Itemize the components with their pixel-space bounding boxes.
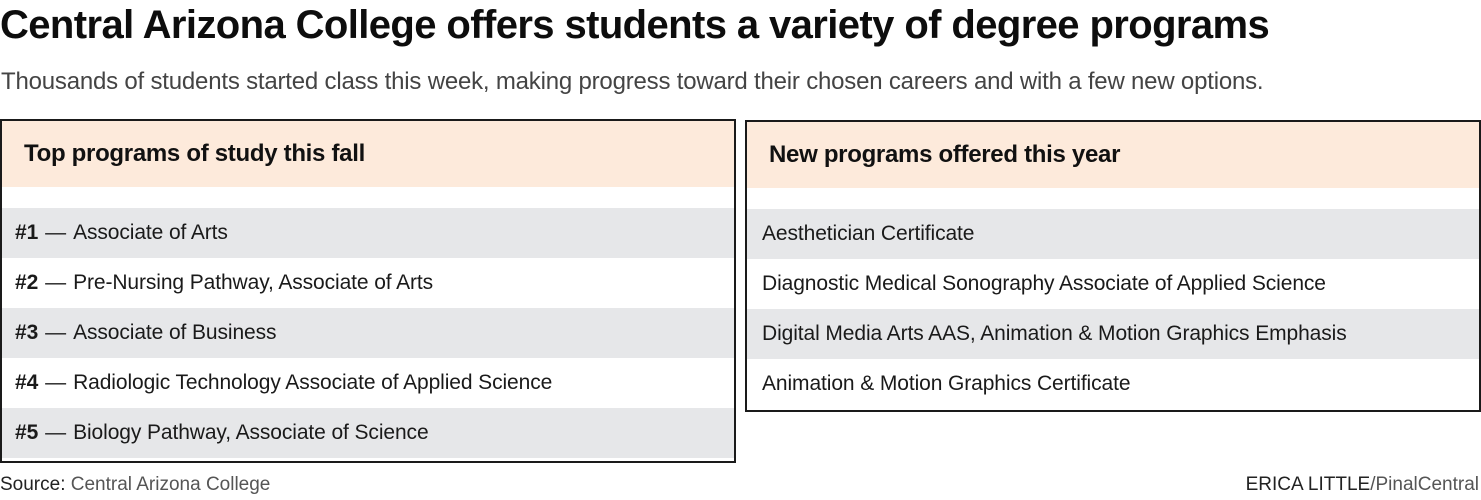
new-programs-panel: New programs offered this year Aesthetic… — [745, 120, 1481, 412]
separator: — — [45, 371, 67, 394]
spacer — [747, 188, 1479, 209]
top-programs-heading: Top programs of study this fall — [2, 121, 734, 187]
spacer — [2, 187, 734, 208]
rank-label: #4 — [15, 371, 39, 394]
separator: — — [45, 421, 67, 444]
credit-line: ERICA LITTLE/PinalCentral — [1246, 474, 1479, 496]
program-name: Associate of Business — [73, 321, 277, 344]
list-item: #3 — Associate of Business — [2, 308, 734, 358]
source-note: Source: Central Arizona College — [0, 474, 270, 496]
list-item: Aesthetician Certificate — [747, 209, 1479, 259]
credit-org: /PinalCentral — [1370, 474, 1479, 495]
list-item: #5 — Biology Pathway, Associate of Scien… — [2, 408, 734, 458]
credit-author: ERICA LITTLE — [1245, 474, 1371, 495]
list-item: #2 — Pre-Nursing Pathway, Associate of A… — [2, 258, 734, 308]
program-name: Biology Pathway, Associate of Science — [73, 421, 429, 444]
separator: — — [45, 271, 67, 294]
program-name: Aesthetician Certificate — [762, 222, 975, 245]
new-programs-heading: New programs offered this year — [747, 122, 1479, 188]
list-item: Digital Media Arts AAS, Animation & Moti… — [747, 309, 1479, 359]
program-name: Pre-Nursing Pathway, Associate of Arts — [73, 271, 434, 294]
top-programs-panel: Top programs of study this fall #1 — Ass… — [0, 119, 736, 463]
list-item: Animation & Motion Graphics Certificate — [747, 359, 1479, 409]
separator: — — [45, 221, 67, 244]
rank-label: #1 — [15, 221, 39, 244]
list-item: #1 — Associate of Arts — [2, 208, 734, 258]
program-name: Animation & Motion Graphics Certificate — [762, 372, 1131, 395]
page-subtitle: Thousands of students started class this… — [1, 68, 1264, 95]
source-value: Central Arizona College — [70, 474, 271, 495]
program-name: Digital Media Arts AAS, Animation & Moti… — [762, 322, 1347, 345]
rank-label: #3 — [15, 321, 39, 344]
program-name: Radiologic Technology Associate of Appli… — [73, 371, 553, 394]
rank-label: #5 — [15, 421, 39, 444]
source-label: Source: — [0, 474, 66, 495]
program-name: Diagnostic Medical Sonography Associate … — [762, 272, 1326, 295]
separator: — — [45, 321, 67, 344]
program-name: Associate of Arts — [73, 221, 228, 244]
list-item: #4 — Radiologic Technology Associate of … — [2, 358, 734, 408]
rank-label: #2 — [15, 271, 39, 294]
page-title: Central Arizona College offers students … — [0, 3, 1270, 47]
list-item: Diagnostic Medical Sonography Associate … — [747, 259, 1479, 309]
